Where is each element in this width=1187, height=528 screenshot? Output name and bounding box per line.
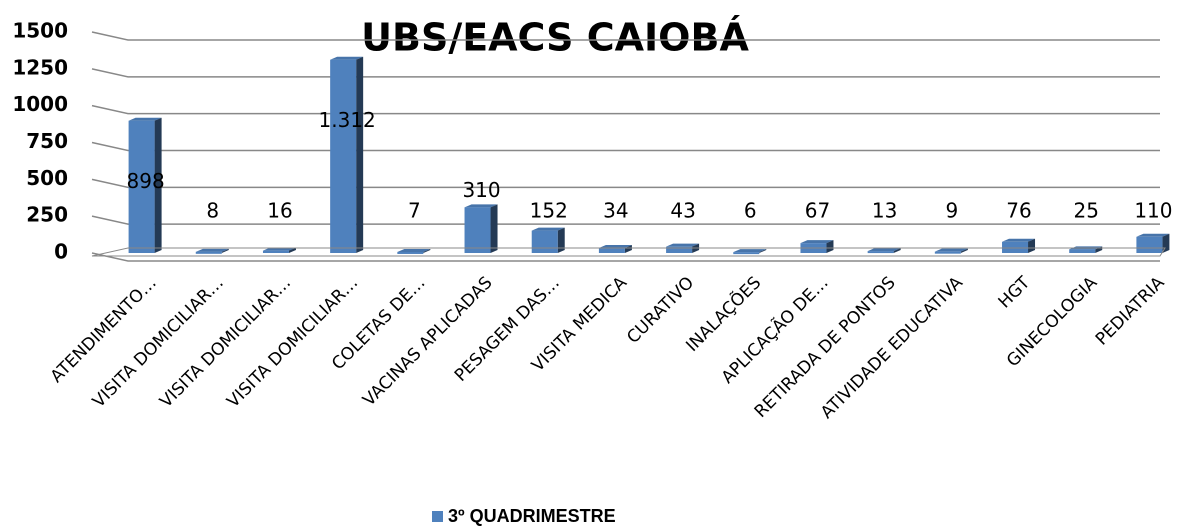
bar <box>1069 249 1096 253</box>
grid-line <box>91 31 1160 41</box>
bar-side <box>557 227 565 253</box>
x-tick-label: PEDIATRIA <box>1092 273 1169 350</box>
bar <box>464 207 491 253</box>
bar <box>666 246 693 253</box>
bar-side <box>759 249 767 253</box>
bar <box>867 251 894 254</box>
value-label: 110 <box>1134 199 1172 223</box>
y-tick-label: 1500 <box>12 19 68 43</box>
x-tick-label: VACINAS APLICADAS <box>359 273 496 410</box>
value-label: 898 <box>127 169 165 193</box>
bar-top <box>733 249 767 253</box>
bar-side <box>826 240 834 253</box>
grid-line <box>91 68 1160 78</box>
bar <box>195 251 222 254</box>
x-tick-label: HGT <box>995 273 1035 313</box>
value-label: 34 <box>603 199 628 223</box>
bar <box>262 250 289 253</box>
bar <box>397 251 424 254</box>
bar <box>1136 236 1163 253</box>
y-tick-label: 250 <box>26 203 68 227</box>
value-label: 16 <box>267 199 292 223</box>
bar-top <box>867 248 901 252</box>
bar <box>598 247 625 253</box>
bar-side <box>624 244 632 253</box>
grid-line <box>91 178 1160 189</box>
bar <box>733 252 760 255</box>
bar-top <box>464 204 498 208</box>
bar-side <box>221 248 229 253</box>
x-tick-label: ATIVIDADE EDUCATIVA <box>817 273 967 423</box>
value-label: 25 <box>1073 199 1098 223</box>
bar-top <box>598 244 632 248</box>
legend-swatch <box>432 511 443 522</box>
bar-side <box>490 204 498 253</box>
value-label: 8 <box>206 199 219 223</box>
bar <box>934 251 961 254</box>
bar-top <box>330 56 364 60</box>
bar-top <box>397 248 431 252</box>
value-label: 7 <box>408 199 421 223</box>
bar-top <box>128 117 162 121</box>
x-tick-label: VISITA DOMICILIAR… <box>89 273 228 412</box>
grid-line <box>91 104 1160 115</box>
value-label: 9 <box>945 199 958 223</box>
value-label: 67 <box>805 199 830 223</box>
floor <box>91 247 1166 257</box>
value-label: 152 <box>530 199 568 223</box>
bar-side <box>893 248 901 253</box>
value-label: 310 <box>462 178 500 202</box>
chart-title: UBS/EACS CAIOBÁ <box>361 16 749 60</box>
grid-line <box>91 252 1160 262</box>
bar-top <box>1136 233 1170 237</box>
bar <box>330 59 357 253</box>
bar <box>128 120 155 253</box>
bar-top <box>934 248 968 252</box>
grid-line <box>91 215 1160 225</box>
bar <box>1002 241 1029 253</box>
bar-top <box>800 240 834 244</box>
bar-side <box>960 248 968 253</box>
bar-top <box>1002 238 1036 242</box>
value-label: 6 <box>744 199 757 223</box>
bar-side <box>154 117 162 253</box>
bar-top <box>666 243 700 247</box>
bar <box>531 230 558 253</box>
y-tick-label: 1250 <box>12 55 68 79</box>
y-tick-label: 1000 <box>12 92 68 116</box>
value-label: 1.312 <box>319 108 376 132</box>
y-tick-label: 750 <box>26 129 68 153</box>
value-label: 43 <box>670 199 695 223</box>
bar-side <box>423 248 431 253</box>
value-label: 76 <box>1006 199 1031 223</box>
legend-label: 3º QUADRIMESTRE <box>448 506 616 526</box>
y-tick-label: 0 <box>54 240 68 264</box>
bar-side <box>356 56 364 253</box>
bar-side <box>288 247 296 253</box>
x-tick-label: VISITA DOMICILIAR… <box>156 273 295 412</box>
x-tick-label: VISITA DOMICILIAR… <box>223 273 362 412</box>
bar-side <box>1028 238 1036 253</box>
grid-line <box>91 141 1160 152</box>
y-tick-label: 500 <box>26 166 68 190</box>
bar-top <box>195 248 229 252</box>
bar-top <box>531 227 565 231</box>
value-label: 13 <box>872 199 897 223</box>
